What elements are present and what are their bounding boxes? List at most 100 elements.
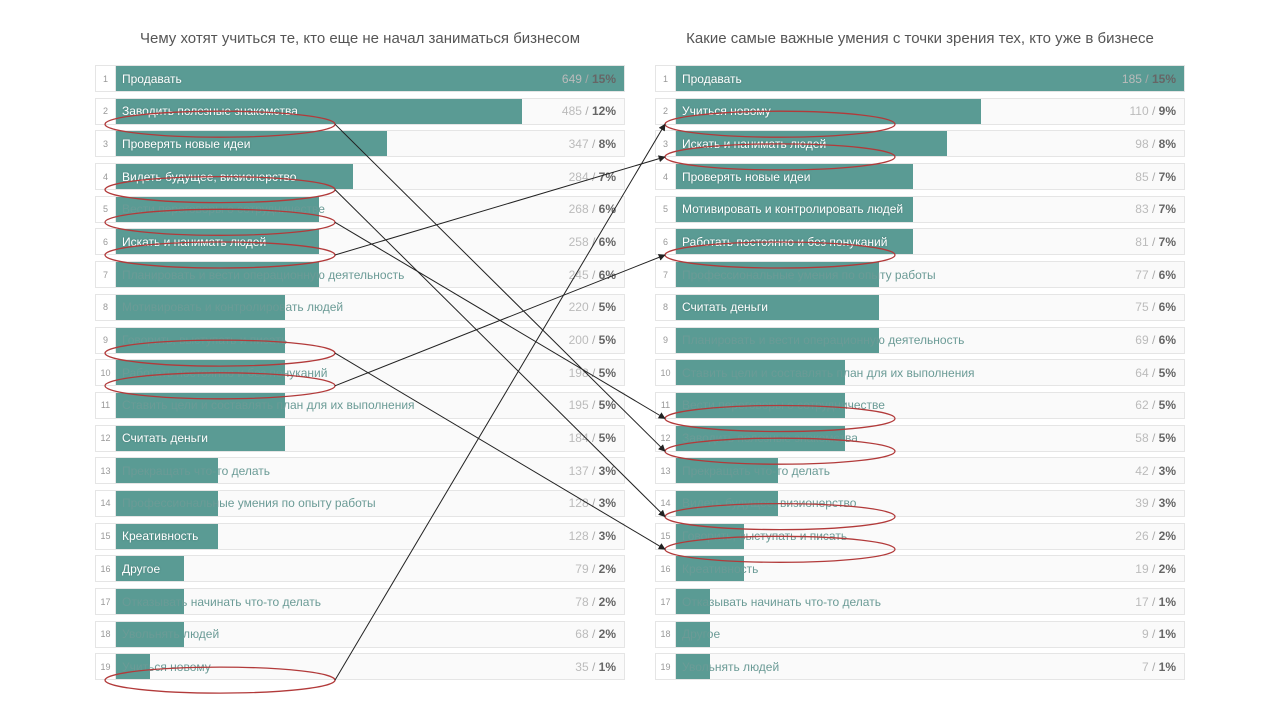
bar-label: Говорить, выступать и писать [116, 333, 569, 347]
rank-badge: 19 [96, 654, 116, 679]
bar-value: 110 / 9% [1130, 104, 1185, 118]
bar-label: Вести переговоры о сотрудничестве [676, 398, 1135, 412]
rank-badge: 13 [656, 458, 676, 483]
bar-label: Искать и нанимать людей [116, 235, 569, 249]
rank-badge: 17 [96, 589, 116, 614]
rank-badge: 15 [96, 524, 116, 549]
bar-label: Профессиональные умения по опыту работы [676, 268, 1135, 282]
bar-row: 18Другое9 / 1% [655, 621, 1185, 648]
rank-badge: 11 [656, 393, 676, 418]
bar-label: Креативность [676, 562, 1135, 576]
bar-label: Ставить цели и составлять план для их вы… [116, 398, 569, 412]
bar-row: 5Мотивировать и контролировать людей83 /… [655, 196, 1185, 223]
bar-row: 7Профессиональные умения по опыту работы… [655, 261, 1185, 288]
bar-label: Мотивировать и контролировать людей [676, 202, 1135, 216]
bar-value: 42 / 3% [1135, 464, 1184, 478]
bar-row: 3Проверять новые идеи347 / 8% [95, 130, 625, 157]
bar-row: 11Вести переговоры о сотрудничестве62 / … [655, 392, 1185, 419]
rank-badge: 3 [656, 131, 676, 156]
bar-value: 9 / 1% [1142, 627, 1184, 641]
bar-value: 17 / 1% [1135, 595, 1184, 609]
bar-value: 68 / 2% [575, 627, 624, 641]
bar-value: 39 / 3% [1135, 496, 1184, 510]
rank-badge: 15 [656, 524, 676, 549]
bar-row: 16Креативность19 / 2% [655, 555, 1185, 582]
rank-badge: 10 [96, 360, 116, 385]
rank-badge: 1 [656, 66, 676, 91]
bar-value: 128 / 3% [569, 529, 624, 543]
rank-badge: 4 [96, 164, 116, 189]
bar-label: Считать деньги [676, 300, 1135, 314]
bar-value: 7 / 1% [1142, 660, 1184, 674]
bar-value: 195 / 5% [569, 398, 624, 412]
bar-value: 98 / 8% [1135, 137, 1184, 151]
bar-label: Другое [116, 562, 575, 576]
bar-label: Прекращать что-то делать [116, 464, 569, 478]
bar-value: 79 / 2% [575, 562, 624, 576]
left-column: Чему хотят учиться те, кто еще не начал … [95, 30, 625, 686]
bar-row: 5Вести переговоры о сотрудничестве268 / … [95, 196, 625, 223]
bar-label: Креативность [116, 529, 569, 543]
rank-badge: 11 [96, 393, 116, 418]
rank-badge: 2 [96, 99, 116, 124]
bar-label: Проверять новые идеи [116, 137, 569, 151]
bar-label: Считать деньги [116, 431, 569, 445]
rank-badge: 14 [656, 491, 676, 516]
bar-value: 258 / 6% [569, 235, 624, 249]
rank-badge: 1 [96, 66, 116, 91]
bar-row: 8Считать деньги75 / 6% [655, 294, 1185, 321]
bar-value: 62 / 5% [1135, 398, 1184, 412]
rank-badge: 6 [656, 229, 676, 254]
right-column: Какие самые важные умения с точки зрения… [655, 30, 1185, 686]
rank-badge: 9 [656, 328, 676, 353]
bar-row: 2Учиться новому110 / 9% [655, 98, 1185, 125]
bar-value: 347 / 8% [569, 137, 624, 151]
bar-value: 198 / 5% [569, 366, 624, 380]
bar-row: 15Креативность128 / 3% [95, 523, 625, 550]
bar-row: 12Считать деньги184 / 5% [95, 425, 625, 452]
bar-label: Продавать [676, 72, 1122, 86]
rank-badge: 5 [96, 197, 116, 222]
bar-value: 77 / 6% [1135, 268, 1184, 282]
bar-row: 16Другое79 / 2% [95, 555, 625, 582]
bar-label: Искать и нанимать людей [676, 137, 1135, 151]
rank-badge: 19 [656, 654, 676, 679]
bar-label: Другое [676, 627, 1142, 641]
rank-badge: 4 [656, 164, 676, 189]
bar-row: 9Планировать и вести операционную деятел… [655, 327, 1185, 354]
bar-value: 81 / 7% [1135, 235, 1184, 249]
bar-row: 14Профессиональные умения по опыту работ… [95, 490, 625, 517]
bar-label: Заводить полезные знакомства [676, 431, 1135, 445]
bar-row: 14Видеть будущее, визионерство39 / 3% [655, 490, 1185, 517]
rank-badge: 2 [656, 99, 676, 124]
bar-row: 6Искать и нанимать людей258 / 6% [95, 228, 625, 255]
bar-value: 137 / 3% [569, 464, 624, 478]
bar-value: 185 / 15% [1122, 72, 1184, 86]
bar-label: Отказывать начинать что-то делать [676, 595, 1135, 609]
bar-row: 1Продавать185 / 15% [655, 65, 1185, 92]
bar-row: 17Отказывать начинать что-то делать17 / … [655, 588, 1185, 615]
bar-value: 78 / 2% [575, 595, 624, 609]
rank-badge: 7 [656, 262, 676, 287]
bar-row: 18Увольнять людей68 / 2% [95, 621, 625, 648]
bar-row: 11Ставить цели и составлять план для их … [95, 392, 625, 419]
bar-value: 75 / 6% [1135, 300, 1184, 314]
bar-label: Работать постоянно и без понуканий [676, 235, 1135, 249]
bar-value: 220 / 5% [569, 300, 624, 314]
bar-value: 184 / 5% [569, 431, 624, 445]
bar-row: 10Работать постоянно и без понуканий198 … [95, 359, 625, 386]
bar-label: Увольнять людей [676, 660, 1142, 674]
bar-value: 83 / 7% [1135, 202, 1184, 216]
bar-row: 4Проверять новые идеи85 / 7% [655, 163, 1185, 190]
bar-value: 128 / 3% [569, 496, 624, 510]
bar-value: 85 / 7% [1135, 170, 1184, 184]
rank-badge: 16 [656, 556, 676, 581]
bar-row: 13Прекращать что-то делать137 / 3% [95, 457, 625, 484]
rank-badge: 13 [96, 458, 116, 483]
bar-value: 284 / 7% [569, 170, 624, 184]
bar-label: Учиться новому [676, 104, 1130, 118]
rank-badge: 12 [96, 426, 116, 451]
bar-row: 7Планировать и вести операционную деятел… [95, 261, 625, 288]
bar-label: Мотивировать и контролировать людей [116, 300, 569, 314]
bar-row: 3Искать и нанимать людей98 / 8% [655, 130, 1185, 157]
